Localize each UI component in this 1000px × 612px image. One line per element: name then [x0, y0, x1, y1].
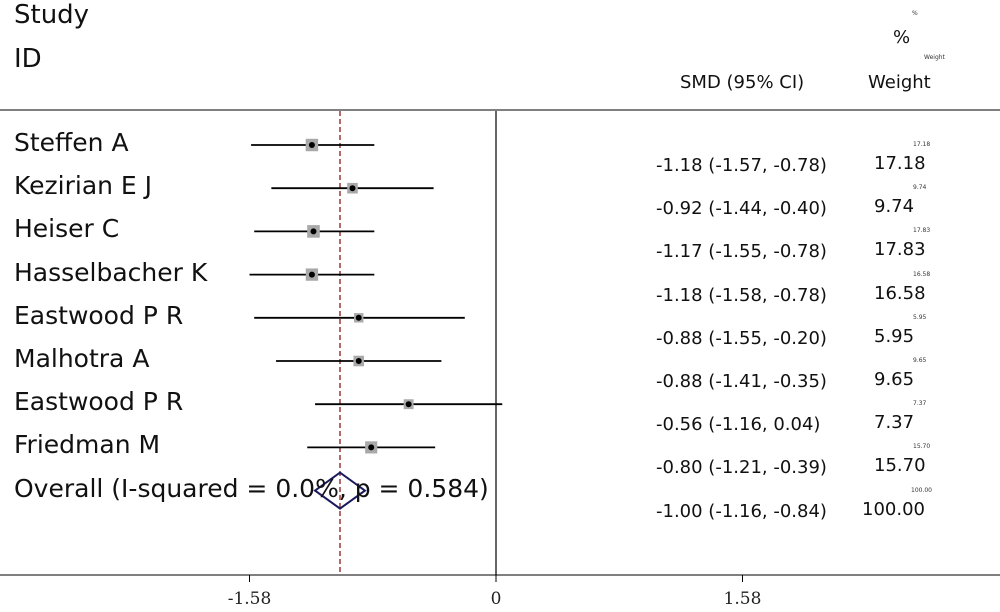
weight-text: 5.95	[874, 325, 915, 347]
ci-text: -0.92 (-1.44, -0.40)	[656, 198, 827, 220]
header-weight: Weight	[868, 72, 931, 93]
point-estimate	[355, 358, 362, 364]
ci-text: -0.56 (-1.16, 0.04)	[656, 414, 821, 436]
header-percent-tiny: %	[912, 10, 918, 17]
weight-text: 7.37	[874, 412, 915, 434]
weight-text: 9.65	[874, 369, 915, 390]
study-label: Eastwood P R	[14, 387, 184, 417]
weight-tiny-text: 9.74	[913, 184, 927, 192]
study-label: Steffen A	[14, 128, 129, 157]
study-label: Heiser C	[14, 214, 120, 244]
ci-text: -1.18 (-1.57, -0.78)	[656, 155, 827, 176]
x-tick-label: -1.58	[227, 589, 272, 609]
overall-ci-text: -1.00 (-1.16, -0.84)	[656, 500, 827, 522]
weight-text: 15.70	[874, 455, 926, 477]
header-id: ID	[14, 44, 42, 74]
x-tick-label: 0	[490, 589, 502, 609]
overall-weight-text: 100.00	[862, 498, 925, 520]
point-estimate	[308, 271, 315, 278]
x-tick-label: 1.58	[723, 589, 762, 609]
study-label: Eastwood P R	[14, 300, 184, 330]
weight-tiny-text: 16.58	[913, 270, 931, 278]
weight-tiny-text: 15.70	[913, 443, 931, 451]
overall-weight-tiny-text: 100.00	[911, 486, 932, 494]
weight-tiny-text: 7.37	[913, 400, 927, 408]
ci-text: -0.80 (-1.21, -0.39)	[656, 457, 827, 479]
weight-text: 9.74	[874, 196, 915, 218]
study-label: Hasselbacher K	[14, 257, 208, 287]
study-label: Kezirian E J	[14, 171, 153, 201]
ci-text: -0.88 (-1.41, -0.35)	[656, 371, 827, 392]
weight-tiny-text: 17.18	[913, 141, 931, 148]
weight-text: 17.83	[874, 239, 926, 261]
weight-tiny-text: 17.83	[913, 227, 931, 235]
point-estimate	[355, 314, 362, 321]
point-estimate	[405, 401, 412, 408]
overall-label: Overall (I-squared = 0.0%, p = 0.584)	[14, 473, 489, 503]
point-estimate	[349, 185, 356, 192]
weight-text: 16.58	[874, 282, 926, 304]
header-study: Study	[14, 0, 90, 30]
weight-tiny-text: 9.65	[913, 357, 927, 364]
overall-diamond	[313, 471, 367, 510]
header-percent: %	[893, 27, 911, 48]
weight-tiny-text: 5.95	[913, 313, 927, 321]
study-label: Friedman M	[14, 430, 161, 460]
header-weight-tiny: Weight	[924, 54, 945, 61]
ci-text: -1.18 (-1.58, -0.78)	[656, 284, 827, 306]
study-label: Malhotra A	[14, 344, 150, 373]
weight-text: 17.18	[874, 153, 926, 174]
point-estimate	[308, 142, 315, 148]
point-estimate	[368, 444, 375, 451]
ci-text: -0.88 (-1.55, -0.20)	[656, 327, 827, 349]
ci-text: -1.17 (-1.55, -0.78)	[656, 241, 827, 263]
header-smd-ci: SMD (95% CI)	[680, 72, 805, 93]
point-estimate	[310, 228, 317, 235]
